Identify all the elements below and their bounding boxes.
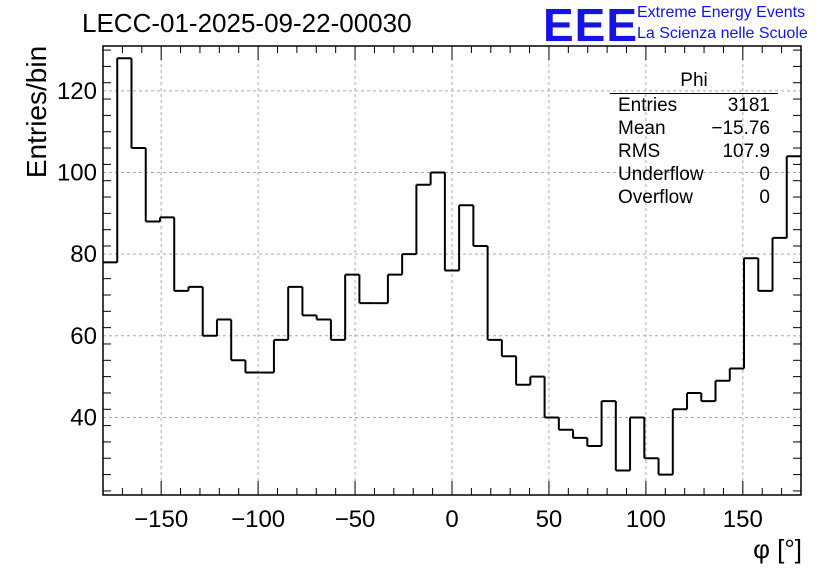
histogram-bin xyxy=(743,257,759,369)
histogram-bin xyxy=(472,205,488,248)
x-tick-label: −150 xyxy=(134,506,188,533)
stats-label: Overflow xyxy=(618,187,693,208)
histogram-bin xyxy=(643,417,659,460)
x-tick-label: 150 xyxy=(723,506,763,533)
x-tick-label: 100 xyxy=(626,506,666,533)
histogram-bin xyxy=(315,315,331,321)
histogram-bin xyxy=(158,216,175,222)
histogram-bin xyxy=(714,379,730,402)
histogram-bin xyxy=(486,246,502,341)
stats-value: 0 xyxy=(759,164,770,185)
brand-line-1: Extreme Energy Events xyxy=(637,4,806,21)
histogram-bin xyxy=(344,273,360,340)
histogram-bin xyxy=(187,285,203,291)
stats-value: 107.9 xyxy=(722,141,770,162)
histogram-bin xyxy=(500,339,517,358)
plot-frame xyxy=(102,45,802,496)
brand-text: Extreme Energy Events La Scienza nelle S… xyxy=(637,2,808,44)
stats-label: Entries xyxy=(618,95,678,116)
stats-value: −15.76 xyxy=(711,118,770,139)
y-tick-label: 120 xyxy=(57,78,97,105)
histogram-bin xyxy=(329,319,346,341)
stats-value: 3181 xyxy=(727,95,770,116)
stats-label: Mean xyxy=(618,118,666,139)
histogram-bin xyxy=(429,171,445,185)
stats-row-entries: Entries 3181 xyxy=(610,94,778,117)
x-axis-label: φ [°] xyxy=(753,534,802,564)
histogram-bin xyxy=(529,375,545,385)
histogram-bin xyxy=(130,58,146,150)
x-tick-label: −50 xyxy=(335,506,376,533)
stats-row-rms: RMS 107.9 xyxy=(610,140,778,163)
histogram-bin xyxy=(301,286,317,317)
stats-row-mean: Mean −15.76 xyxy=(610,117,778,140)
stats-box: Phi Entries 3181 Mean −15.76 RMS 107.9 U… xyxy=(610,70,778,209)
histogram-bin xyxy=(757,258,773,292)
histogram-bin xyxy=(572,429,588,439)
stats-row-overflow: Overflow 0 xyxy=(610,186,778,209)
y-tick-label: 80 xyxy=(70,241,97,268)
histogram-bin xyxy=(244,360,260,374)
histogram-bin xyxy=(386,273,403,304)
chart-title: LECC-01-2025-09-22-00030 xyxy=(82,8,412,38)
histogram-bin xyxy=(600,400,616,447)
stats-title: Phi xyxy=(610,70,778,94)
histogram-bin xyxy=(173,217,189,292)
histogram-bin xyxy=(401,253,417,275)
y-tick-label: 100 xyxy=(57,160,97,187)
eee-logo: EEE xyxy=(543,0,639,51)
histogram-bin xyxy=(272,338,289,373)
brand-line-2: La Scienza nelle Scuole xyxy=(637,25,808,42)
y-tick-label: 60 xyxy=(70,323,97,350)
histogram-bin xyxy=(515,356,531,386)
histogram-bin xyxy=(215,318,232,336)
histogram-bin xyxy=(771,236,787,291)
histogram-bin xyxy=(443,172,460,272)
histogram-bin xyxy=(358,274,374,305)
stats-value: 0 xyxy=(759,187,770,208)
x-tick-label: 50 xyxy=(536,506,563,533)
stats-label: RMS xyxy=(618,141,661,162)
x-tick-label: −100 xyxy=(231,506,285,533)
histogram-bin xyxy=(458,204,474,271)
histogram-bin xyxy=(543,376,559,419)
histogram-bin xyxy=(230,319,246,362)
histogram-bin xyxy=(785,155,801,238)
histogram-bin xyxy=(415,183,431,255)
histogram-bin xyxy=(201,286,217,337)
histogram-bin xyxy=(144,148,160,223)
histogram-bin xyxy=(287,285,303,340)
y-tick-label: 40 xyxy=(70,404,97,431)
y-axis-label: Entries/bin xyxy=(21,45,52,179)
stats-label: Underflow xyxy=(618,164,704,185)
histogram-bin xyxy=(671,408,688,475)
stats-row-underflow: Underflow 0 xyxy=(610,163,778,186)
histogram-bin xyxy=(728,367,745,381)
histogram-bin xyxy=(657,458,673,476)
histogram-bin xyxy=(116,57,132,263)
histogram-bin xyxy=(629,416,645,471)
histogram-bin xyxy=(686,391,702,410)
histogram-bin xyxy=(700,392,716,403)
histogram-bin xyxy=(614,401,631,472)
histogram-bin xyxy=(557,417,574,431)
x-tick-label: 0 xyxy=(445,506,458,533)
histogram-bin xyxy=(586,437,602,448)
